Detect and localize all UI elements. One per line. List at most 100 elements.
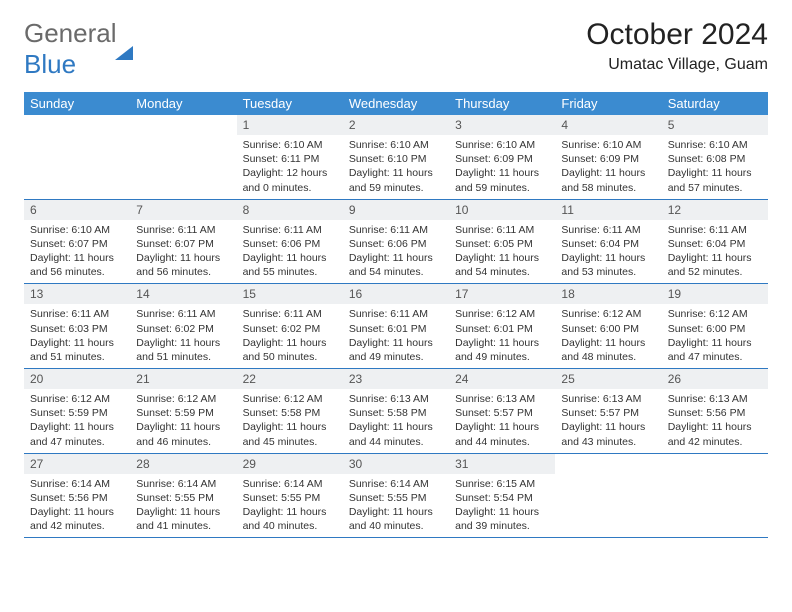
calendar-row: 20Sunrise: 6:12 AMSunset: 5:59 PMDayligh… [24,369,768,454]
day-info: Sunrise: 6:12 AMSunset: 5:59 PMDaylight:… [24,389,130,453]
logo: General Blue [24,18,133,80]
calendar-cell: 1Sunrise: 6:10 AMSunset: 6:11 PMDaylight… [237,115,343,199]
calendar-cell: 11Sunrise: 6:11 AMSunset: 6:04 PMDayligh… [555,199,661,284]
day-number: 21 [130,369,236,389]
day-number: 15 [237,284,343,304]
day-info: Sunrise: 6:10 AMSunset: 6:09 PMDaylight:… [555,135,661,199]
day-info: Sunrise: 6:13 AMSunset: 5:57 PMDaylight:… [449,389,555,453]
calendar-cell: 4Sunrise: 6:10 AMSunset: 6:09 PMDaylight… [555,115,661,199]
weekday-header: Saturday [662,92,768,115]
day-info: Sunrise: 6:14 AMSunset: 5:55 PMDaylight:… [343,474,449,538]
calendar-cell: 19Sunrise: 6:12 AMSunset: 6:00 PMDayligh… [662,284,768,369]
day-number: 24 [449,369,555,389]
sail-icon [115,29,133,60]
day-info: Sunrise: 6:10 AMSunset: 6:07 PMDaylight:… [24,220,130,284]
day-number: 17 [449,284,555,304]
page-title: October 2024 [586,18,768,52]
day-number: 22 [237,369,343,389]
calendar-cell: 12Sunrise: 6:11 AMSunset: 6:04 PMDayligh… [662,199,768,284]
calendar-cell: 16Sunrise: 6:11 AMSunset: 6:01 PMDayligh… [343,284,449,369]
day-number: 6 [24,200,130,220]
logo-text-part2: Blue [24,49,76,79]
location: Umatac Village, Guam [586,56,768,74]
calendar-row: 6Sunrise: 6:10 AMSunset: 6:07 PMDaylight… [24,199,768,284]
calendar-row: 27Sunrise: 6:14 AMSunset: 5:56 PMDayligh… [24,453,768,538]
day-number: 27 [24,454,130,474]
calendar-cell: 10Sunrise: 6:11 AMSunset: 6:05 PMDayligh… [449,199,555,284]
day-info: Sunrise: 6:13 AMSunset: 5:57 PMDaylight:… [555,389,661,453]
day-info: Sunrise: 6:13 AMSunset: 5:56 PMDaylight:… [662,389,768,453]
day-info: Sunrise: 6:15 AMSunset: 5:54 PMDaylight:… [449,474,555,538]
calendar-cell: 23Sunrise: 6:13 AMSunset: 5:58 PMDayligh… [343,369,449,454]
calendar-row: 1Sunrise: 6:10 AMSunset: 6:11 PMDaylight… [24,115,768,199]
weekday-header: Friday [555,92,661,115]
calendar-cell: 3Sunrise: 6:10 AMSunset: 6:09 PMDaylight… [449,115,555,199]
logo-text-part1: General [24,18,117,48]
day-number: 25 [555,369,661,389]
calendar-row: 13Sunrise: 6:11 AMSunset: 6:03 PMDayligh… [24,284,768,369]
day-number: 26 [662,369,768,389]
calendar-cell [130,115,236,199]
day-info: Sunrise: 6:14 AMSunset: 5:55 PMDaylight:… [237,474,343,538]
calendar-cell: 9Sunrise: 6:11 AMSunset: 6:06 PMDaylight… [343,199,449,284]
calendar-cell: 30Sunrise: 6:14 AMSunset: 5:55 PMDayligh… [343,453,449,538]
day-number: 28 [130,454,236,474]
day-info: Sunrise: 6:11 AMSunset: 6:02 PMDaylight:… [130,304,236,368]
weekday-header-row: SundayMondayTuesdayWednesdayThursdayFrid… [24,92,768,115]
calendar-cell: 17Sunrise: 6:12 AMSunset: 6:01 PMDayligh… [449,284,555,369]
day-info: Sunrise: 6:10 AMSunset: 6:10 PMDaylight:… [343,135,449,199]
day-info: Sunrise: 6:14 AMSunset: 5:56 PMDaylight:… [24,474,130,538]
calendar-cell: 2Sunrise: 6:10 AMSunset: 6:10 PMDaylight… [343,115,449,199]
day-info: Sunrise: 6:11 AMSunset: 6:05 PMDaylight:… [449,220,555,284]
day-info: Sunrise: 6:14 AMSunset: 5:55 PMDaylight:… [130,474,236,538]
calendar-cell [24,115,130,199]
title-block: October 2024 Umatac Village, Guam [586,18,768,74]
day-number: 1 [237,115,343,135]
day-number: 3 [449,115,555,135]
day-number: 10 [449,200,555,220]
calendar-cell: 13Sunrise: 6:11 AMSunset: 6:03 PMDayligh… [24,284,130,369]
day-info: Sunrise: 6:11 AMSunset: 6:07 PMDaylight:… [130,220,236,284]
day-info: Sunrise: 6:12 AMSunset: 6:00 PMDaylight:… [555,304,661,368]
day-info: Sunrise: 6:12 AMSunset: 5:58 PMDaylight:… [237,389,343,453]
calendar-cell: 31Sunrise: 6:15 AMSunset: 5:54 PMDayligh… [449,453,555,538]
day-number: 29 [237,454,343,474]
header: General Blue October 2024 Umatac Village… [24,18,768,80]
day-number: 23 [343,369,449,389]
day-number: 14 [130,284,236,304]
calendar-cell: 15Sunrise: 6:11 AMSunset: 6:02 PMDayligh… [237,284,343,369]
day-number: 30 [343,454,449,474]
calendar-table: SundayMondayTuesdayWednesdayThursdayFrid… [24,92,768,538]
calendar-cell: 20Sunrise: 6:12 AMSunset: 5:59 PMDayligh… [24,369,130,454]
day-number: 13 [24,284,130,304]
day-number: 31 [449,454,555,474]
weekday-header: Sunday [24,92,130,115]
day-number: 16 [343,284,449,304]
calendar-cell [555,453,661,538]
day-number: 5 [662,115,768,135]
calendar-cell: 18Sunrise: 6:12 AMSunset: 6:00 PMDayligh… [555,284,661,369]
calendar-cell: 26Sunrise: 6:13 AMSunset: 5:56 PMDayligh… [662,369,768,454]
day-info: Sunrise: 6:11 AMSunset: 6:01 PMDaylight:… [343,304,449,368]
weekday-header: Thursday [449,92,555,115]
calendar-cell: 29Sunrise: 6:14 AMSunset: 5:55 PMDayligh… [237,453,343,538]
day-info: Sunrise: 6:10 AMSunset: 6:08 PMDaylight:… [662,135,768,199]
day-number: 9 [343,200,449,220]
day-number: 11 [555,200,661,220]
day-info: Sunrise: 6:10 AMSunset: 6:11 PMDaylight:… [237,135,343,199]
day-info: Sunrise: 6:11 AMSunset: 6:04 PMDaylight:… [662,220,768,284]
day-number: 19 [662,284,768,304]
calendar-cell [662,453,768,538]
day-info: Sunrise: 6:11 AMSunset: 6:06 PMDaylight:… [237,220,343,284]
day-number: 8 [237,200,343,220]
calendar-cell: 5Sunrise: 6:10 AMSunset: 6:08 PMDaylight… [662,115,768,199]
day-number: 20 [24,369,130,389]
calendar-cell: 8Sunrise: 6:11 AMSunset: 6:06 PMDaylight… [237,199,343,284]
day-info: Sunrise: 6:13 AMSunset: 5:58 PMDaylight:… [343,389,449,453]
calendar-cell: 25Sunrise: 6:13 AMSunset: 5:57 PMDayligh… [555,369,661,454]
weekday-header: Monday [130,92,236,115]
day-info: Sunrise: 6:11 AMSunset: 6:04 PMDaylight:… [555,220,661,284]
calendar-cell: 24Sunrise: 6:13 AMSunset: 5:57 PMDayligh… [449,369,555,454]
day-info: Sunrise: 6:11 AMSunset: 6:02 PMDaylight:… [237,304,343,368]
day-number: 18 [555,284,661,304]
